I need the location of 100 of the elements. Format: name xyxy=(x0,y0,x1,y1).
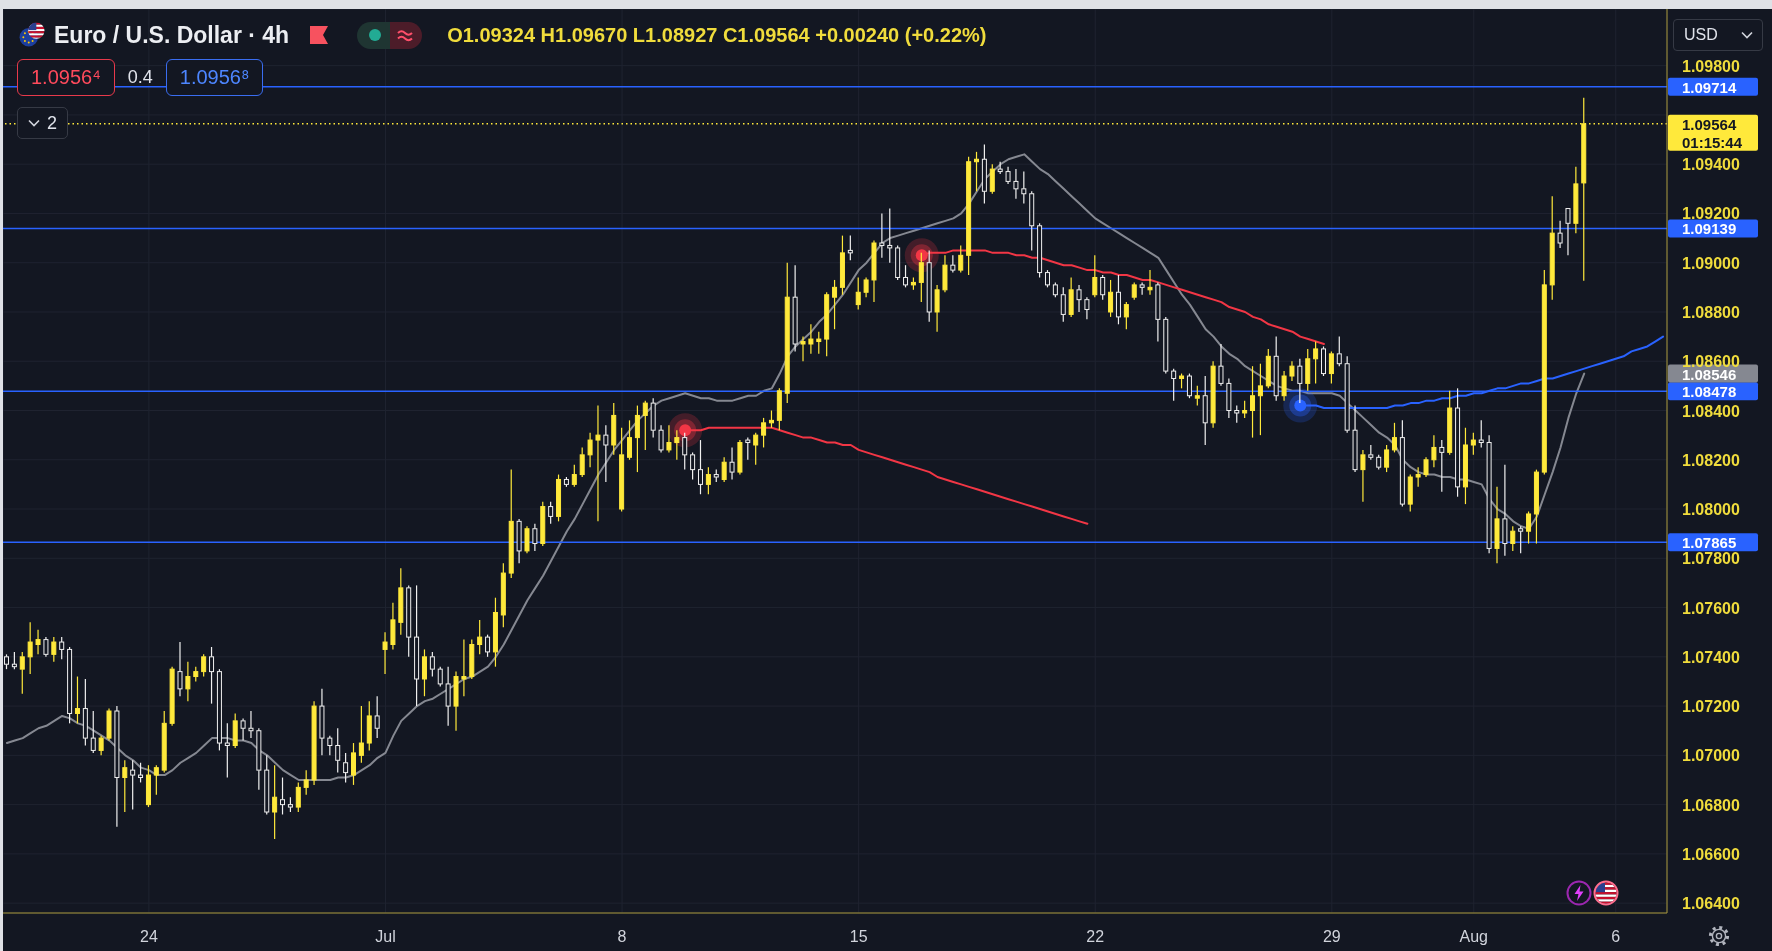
y-tick-label: 1.07400 xyxy=(1682,648,1740,666)
candlestick xyxy=(311,700,317,786)
candlestick xyxy=(1084,296,1090,320)
candlestick xyxy=(272,764,278,840)
candlestick xyxy=(1226,377,1232,419)
x-tick-label: Aug xyxy=(1459,927,1489,945)
text: Euro / U.S. Dollar · 4h xyxy=(54,21,290,48)
candlestick xyxy=(729,446,735,481)
y-tick-label: 1.06400 xyxy=(1682,894,1740,912)
candlestick xyxy=(1013,168,1019,200)
candlestick xyxy=(1423,456,1429,478)
candlestick xyxy=(1431,434,1437,468)
candlestick xyxy=(1494,486,1500,564)
candlestick xyxy=(1218,343,1224,387)
currency-dropdown: USD xyxy=(1673,19,1763,51)
candlestick xyxy=(382,631,388,675)
candlestick xyxy=(1210,360,1216,429)
candlestick xyxy=(942,254,948,293)
candlestick xyxy=(532,523,538,552)
candlestick xyxy=(256,727,262,791)
y-tick-label: 1.07000 xyxy=(1682,746,1740,764)
candlestick xyxy=(879,212,885,259)
x-tick-label: 8 xyxy=(617,927,627,945)
x-tick-label: 22 xyxy=(1086,927,1105,945)
y-tick-label: 1.08400 xyxy=(1682,402,1740,419)
candlestick xyxy=(1139,281,1145,296)
candlestick xyxy=(1068,276,1074,318)
candlestick xyxy=(319,688,325,756)
price-box: 1.0956⁸ xyxy=(165,59,264,96)
candlestick xyxy=(248,710,254,739)
annotation: O1.09324 H1.09670 L1.08927 C1.09564 +0.00240 (+0.22%) xyxy=(447,23,987,46)
x-tick-label: 6 xyxy=(1611,927,1621,945)
x-tick-label: Jul xyxy=(375,927,396,945)
candlestick xyxy=(414,584,420,707)
candlestick xyxy=(587,432,593,468)
annotation: 2 xyxy=(46,112,57,133)
ref-line-label: 1.09139 xyxy=(1682,219,1737,237)
candlestick xyxy=(185,661,191,702)
ref-line-label: 1.09564 xyxy=(1682,115,1737,133)
candlestick xyxy=(453,671,459,732)
candlestick xyxy=(35,629,41,655)
candlestick xyxy=(43,636,49,658)
y-tick-label: 1.08200 xyxy=(1682,451,1740,469)
candlestick xyxy=(1147,269,1153,296)
y-tick-label: 1.07600 xyxy=(1682,599,1740,617)
y-tick-label: 1.09400 xyxy=(1682,155,1740,173)
text: 01:15:44 xyxy=(1682,133,1743,151)
candlestick xyxy=(1076,284,1082,313)
candlestick xyxy=(240,717,246,742)
y-tick-label: 1.08600 xyxy=(1682,352,1740,370)
x-tick-label: 15 xyxy=(849,927,868,945)
candlestick xyxy=(1352,404,1358,473)
candlestick xyxy=(595,404,601,522)
candlestick xyxy=(792,264,798,352)
candlestick xyxy=(603,424,609,483)
candlestick xyxy=(737,439,743,476)
x-tick-label: 24 xyxy=(140,927,158,945)
candlestick xyxy=(1281,370,1287,402)
candlestick xyxy=(1360,449,1366,503)
ref-line-label: 1.07865 xyxy=(1682,533,1737,551)
ref-line-label: 1.09714 xyxy=(1682,78,1737,96)
candlestick xyxy=(1557,220,1563,249)
ref-line-label: 1.08478 xyxy=(1682,382,1737,400)
candlestick xyxy=(1573,166,1579,234)
annotation: 1.0956⁴ xyxy=(31,66,101,89)
candlestick xyxy=(1486,434,1492,554)
annotation: 1.0956⁸ xyxy=(179,66,250,89)
y-tick-label: 1.08000 xyxy=(1682,500,1740,518)
y-tick-label: 1.09800 xyxy=(1682,57,1740,75)
y-tick-label: 1.07800 xyxy=(1682,549,1740,567)
candlestick xyxy=(1415,466,1421,488)
candlestick xyxy=(445,666,451,727)
y-tick-label: 1.08800 xyxy=(1682,303,1740,321)
candlestick xyxy=(516,518,522,564)
candlestick xyxy=(934,284,940,333)
y-tick-label: 1.09200 xyxy=(1682,204,1740,222)
candlestick xyxy=(177,641,183,697)
y-tick-label: 1.07200 xyxy=(1682,697,1740,715)
candlestick xyxy=(950,254,956,274)
x-tick-label: 29 xyxy=(1322,927,1341,945)
candlestick xyxy=(721,456,727,483)
candlestick xyxy=(114,705,120,828)
candlestick xyxy=(461,638,467,697)
collapse-button: 2 xyxy=(17,107,68,139)
candlestick xyxy=(800,336,806,362)
candlestick xyxy=(1289,360,1295,382)
y-tick-label: 1.09000 xyxy=(1682,254,1740,272)
candlestick xyxy=(1202,375,1208,446)
candlestick xyxy=(1250,365,1256,439)
y-tick-label: 1.06600 xyxy=(1682,845,1740,863)
candlestick xyxy=(1257,363,1263,436)
price-box: 1.0956⁴ xyxy=(17,59,115,96)
candlestick xyxy=(1502,464,1508,557)
candlestick xyxy=(1005,166,1011,185)
candlestick xyxy=(863,276,869,298)
candlestick xyxy=(224,722,230,779)
candlestick xyxy=(390,602,396,651)
annotation: 0.4 xyxy=(127,67,153,87)
candlestick xyxy=(1155,281,1161,343)
y-tick-label: 1.06800 xyxy=(1682,796,1740,814)
